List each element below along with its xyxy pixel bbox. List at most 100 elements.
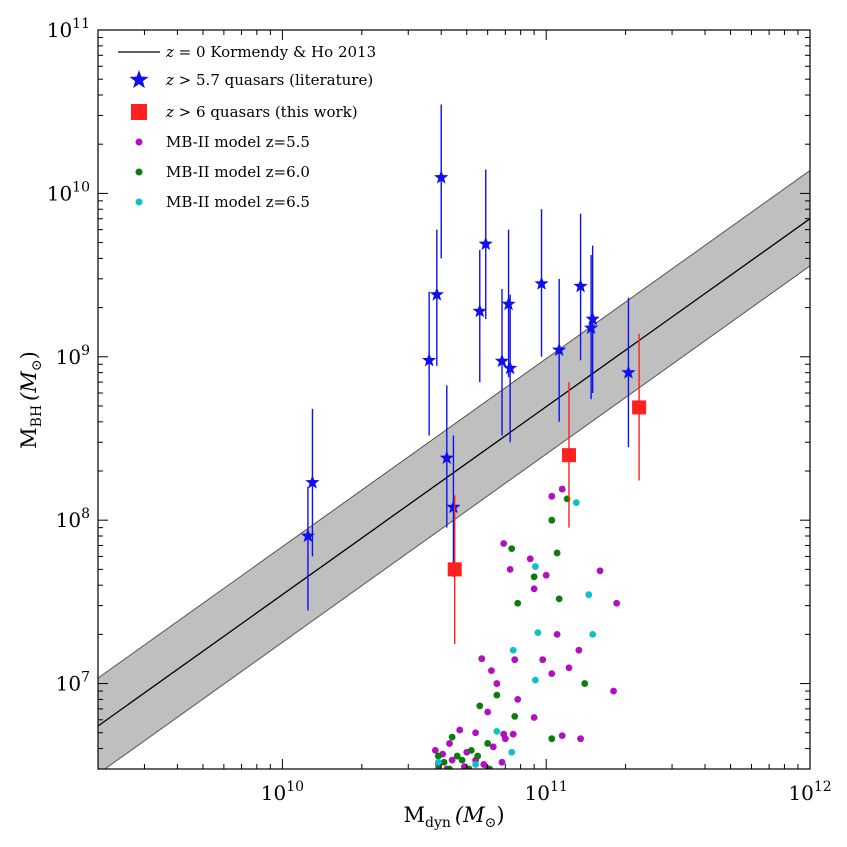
x-tick-label: 1011 <box>525 779 568 805</box>
model-point <box>501 735 509 743</box>
model-point <box>509 730 517 738</box>
y-tick-label-exp: 7 <box>81 670 90 686</box>
legend-dot-swatch <box>135 198 143 206</box>
quasar-square-point <box>447 562 462 577</box>
quasar-square-point <box>561 448 576 463</box>
quasar-star-point <box>503 360 518 375</box>
y-axis-label-sub: BH <box>29 405 45 428</box>
quasar-star-point <box>534 276 549 290</box>
x-tick-label-base: 10 <box>261 781 286 805</box>
legend-label-rel: > 6 <box>174 103 206 121</box>
model-point <box>474 752 482 760</box>
model-point <box>613 599 621 607</box>
legend-label-text: quasars (this work) <box>206 103 358 121</box>
model-point <box>458 756 466 764</box>
model-point <box>440 758 448 766</box>
x-tick-label: 1010 <box>261 779 304 805</box>
quasar-star-point <box>478 236 493 251</box>
legend-label-text: MB-II model z=5.5 <box>166 133 310 151</box>
model-point <box>548 492 556 500</box>
legend: z = 0 Kormendy & Ho 2013 z > 5.7 quasars … <box>118 43 376 211</box>
legend-label: z = 0 Kormendy & Ho 2013 <box>165 43 376 61</box>
axis-ticks <box>97 29 811 770</box>
y-axis-label-base: M <box>17 427 41 449</box>
quasar-star-point <box>300 528 316 543</box>
y-tick-label: 108 <box>56 506 90 532</box>
quasar-star-point <box>472 303 487 318</box>
legend-label-math: z <box>165 71 174 89</box>
model-point <box>530 714 538 721</box>
model-point <box>596 567 604 575</box>
model-point <box>434 765 442 769</box>
model-point <box>555 595 563 603</box>
series-mb-ii-model-z-6-5 <box>434 499 597 768</box>
model-point <box>484 708 492 716</box>
y-tick-label: 107 <box>56 670 90 696</box>
y-tick-label-exp: 11 <box>72 16 90 32</box>
x-tick-label-base: 10 <box>525 781 550 805</box>
model-point <box>530 585 538 593</box>
quasar-square-point <box>632 400 647 415</box>
model-point <box>508 748 516 756</box>
model-point <box>610 687 617 695</box>
model-point <box>493 680 501 687</box>
model-point <box>434 752 442 760</box>
x-tick-label-exp: 12 <box>814 779 832 795</box>
model-point <box>526 555 534 563</box>
model-point <box>448 733 456 741</box>
model-point <box>467 746 475 754</box>
x-tick-labels: 1010 1011 1012 <box>261 779 832 805</box>
model-point <box>511 656 519 664</box>
legend-label-rel: > 5.7 <box>174 71 220 89</box>
legend-star-swatch <box>129 70 149 89</box>
quasar-star-point <box>621 365 636 379</box>
legend-label-text: MB-II model z=6.5 <box>166 193 310 211</box>
x-axis-label-unit-sub: ⊙ <box>485 815 497 831</box>
model-point <box>548 670 556 678</box>
legend-label: MB-II model z=5.5 <box>166 133 310 151</box>
model-point <box>558 485 566 493</box>
model-point <box>542 571 550 579</box>
legend-label-math: z <box>165 103 174 121</box>
model-point <box>581 680 589 687</box>
model-point <box>480 761 488 768</box>
legend-dot-swatch <box>135 138 143 146</box>
model-point <box>508 545 516 552</box>
model-point <box>539 656 547 664</box>
model-point <box>484 740 492 747</box>
y-tick-label-base: 10 <box>56 508 81 532</box>
y-tick-label-base: 10 <box>56 345 81 369</box>
legend-label-text: quasars (literature) <box>220 71 373 89</box>
quasar-star-point <box>494 353 510 368</box>
model-point <box>572 499 580 507</box>
model-point <box>553 549 561 557</box>
legend-item: z = 0 Kormendy & Ho 2013 <box>118 43 376 61</box>
model-point <box>448 756 456 764</box>
x-tick-label-exp: 11 <box>550 779 568 795</box>
model-point <box>553 630 561 638</box>
model-point <box>453 752 461 760</box>
model-point <box>498 758 506 766</box>
quasar-star-point <box>583 320 599 335</box>
quasar-star-point <box>305 475 320 489</box>
model-point <box>446 765 453 769</box>
model-point <box>565 664 573 672</box>
model-point <box>493 691 501 699</box>
legend-label-text: Kormendy & Ho 2013 <box>206 43 377 61</box>
model-point <box>489 743 497 751</box>
y-axis-label-close: ) <box>17 351 41 359</box>
quasar-star-point <box>439 450 454 465</box>
quasar-star-point <box>501 296 516 311</box>
y-tick-label-exp: 9 <box>81 343 90 359</box>
model-point <box>472 729 479 737</box>
model-point <box>488 667 495 675</box>
x-axis-label-close: ) <box>496 803 504 827</box>
model-point <box>514 696 522 703</box>
model-point <box>534 629 542 637</box>
model-point <box>531 563 539 570</box>
model-point <box>456 726 464 734</box>
quasar-star-point <box>434 170 449 184</box>
model-point <box>476 702 484 710</box>
